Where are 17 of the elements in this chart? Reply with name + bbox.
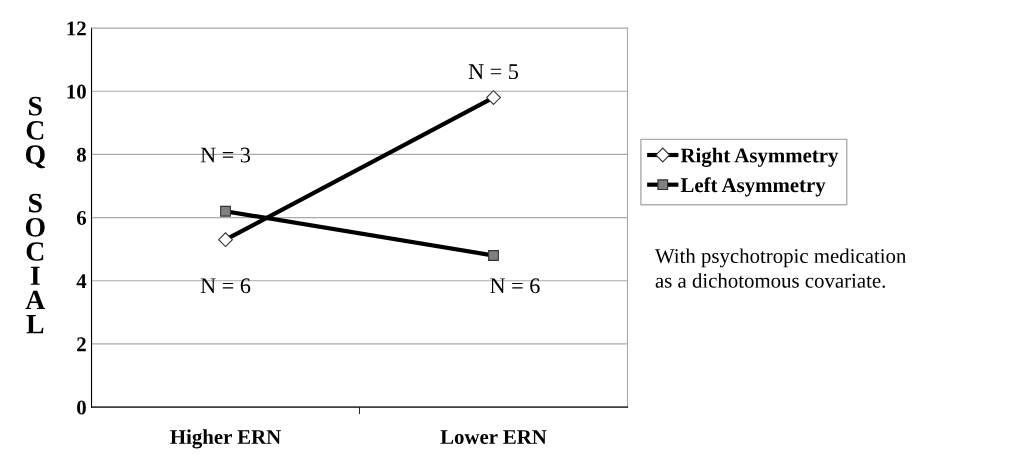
y-tick-label: 2 bbox=[77, 337, 86, 352]
y-tick-label: 0 bbox=[77, 400, 86, 415]
x-tick-label: Higher ERN bbox=[170, 429, 281, 449]
legend-label: Right Asymmetry bbox=[680, 147, 839, 167]
text: With psychotropic medication as a dichotomous covariate. bbox=[654, 248, 907, 288]
y-tick-label: 6 bbox=[76, 211, 87, 226]
annotation: N = 5 bbox=[468, 64, 519, 80]
legend-label: Left Asymmetry bbox=[680, 177, 826, 197]
text: S C Q S O C I A L bbox=[25, 96, 46, 334]
y-tick-label: 10 bbox=[67, 84, 86, 99]
y-tick-label: 8 bbox=[76, 147, 86, 162]
y-tick-label: 4 bbox=[76, 274, 87, 288]
annotation: N = 3 bbox=[200, 147, 251, 163]
y-tick-label: 12 bbox=[67, 21, 86, 36]
annotation: N = 6 bbox=[490, 278, 540, 294]
annotation: N = 6 bbox=[200, 278, 251, 294]
x-tick-label: Lower ERN bbox=[440, 430, 547, 444]
